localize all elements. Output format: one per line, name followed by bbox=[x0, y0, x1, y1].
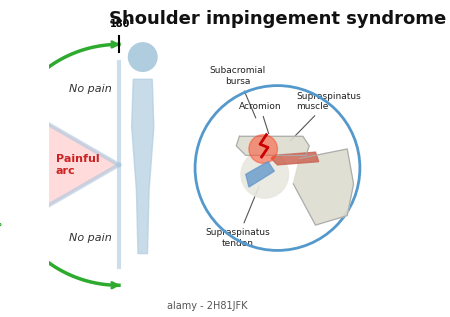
Polygon shape bbox=[271, 152, 319, 165]
Text: Acromion: Acromion bbox=[238, 102, 281, 134]
Text: alamy - 2H81JFK: alamy - 2H81JFK bbox=[167, 301, 248, 311]
Circle shape bbox=[129, 43, 157, 71]
Text: No pain: No pain bbox=[69, 233, 112, 243]
Text: 60°: 60° bbox=[0, 223, 3, 233]
Text: Subacromial
bursa: Subacromial bursa bbox=[210, 66, 266, 118]
Wedge shape bbox=[0, 105, 119, 225]
Text: Supraspinatus
tendon: Supraspinatus tendon bbox=[206, 186, 270, 248]
Circle shape bbox=[241, 151, 288, 198]
Text: No pain: No pain bbox=[69, 84, 112, 94]
Circle shape bbox=[249, 135, 278, 163]
Polygon shape bbox=[132, 79, 154, 254]
Text: Shoulder impingement syndrome: Shoulder impingement syndrome bbox=[109, 10, 446, 28]
Polygon shape bbox=[246, 162, 274, 187]
Text: 180°: 180° bbox=[109, 18, 135, 29]
Polygon shape bbox=[293, 149, 354, 225]
Text: Painful
arc: Painful arc bbox=[55, 154, 99, 176]
Polygon shape bbox=[236, 136, 309, 155]
Text: Supraspinatus
muscle: Supraspinatus muscle bbox=[291, 92, 361, 141]
